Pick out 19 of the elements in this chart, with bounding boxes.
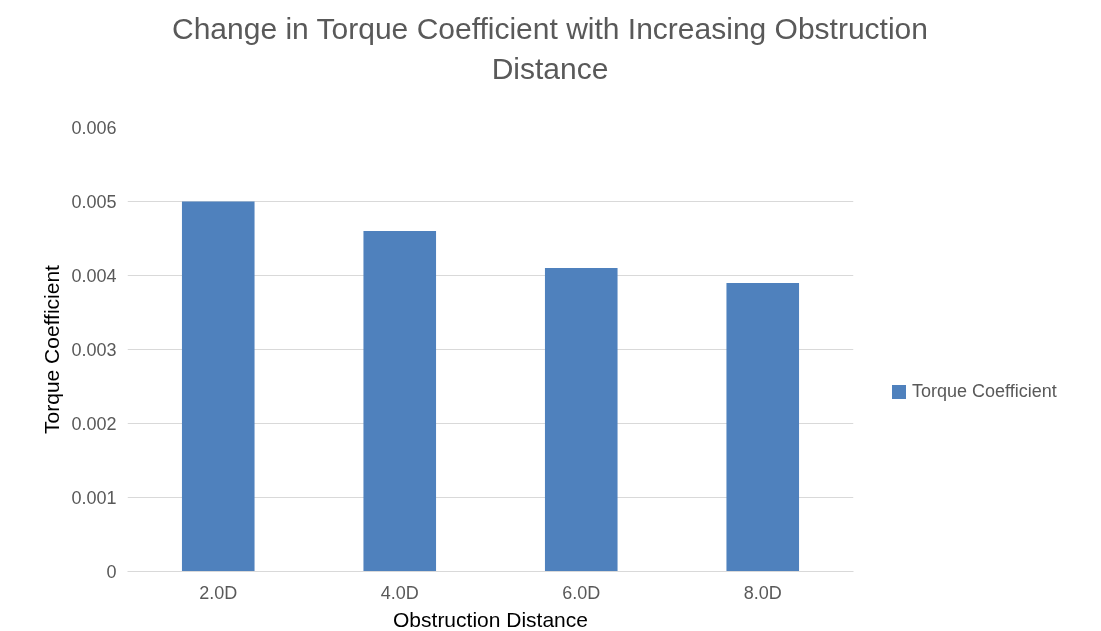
- y-tick-label: 0.001: [71, 488, 117, 508]
- bar: [544, 268, 618, 572]
- bar: [181, 201, 255, 572]
- y-axis-title: Torque Coefficient: [40, 264, 64, 434]
- y-tick-label: 0.005: [71, 192, 117, 212]
- bar: [363, 231, 437, 572]
- chart-title: Change in Torque Coefficient with Increasing Obstruction Distance: [172, 11, 928, 87]
- x-axis-title: Obstruction Distance: [393, 607, 588, 631]
- y-tick-label: 0.006: [71, 118, 117, 138]
- legend-label: Torque Coefficient: [912, 380, 1057, 403]
- x-tick-label: 2.0D: [199, 582, 238, 603]
- y-tick-label: 0.003: [71, 340, 117, 360]
- x-tick-label: 8.0D: [743, 582, 782, 603]
- x-tick-label: 6.0D: [562, 582, 601, 603]
- y-tick-label: 0.002: [71, 414, 117, 434]
- bar: [726, 282, 800, 572]
- x-tick-label: 4.0D: [380, 582, 419, 603]
- y-tick-label: 0.004: [71, 266, 117, 286]
- y-tick-label: 0: [106, 562, 117, 582]
